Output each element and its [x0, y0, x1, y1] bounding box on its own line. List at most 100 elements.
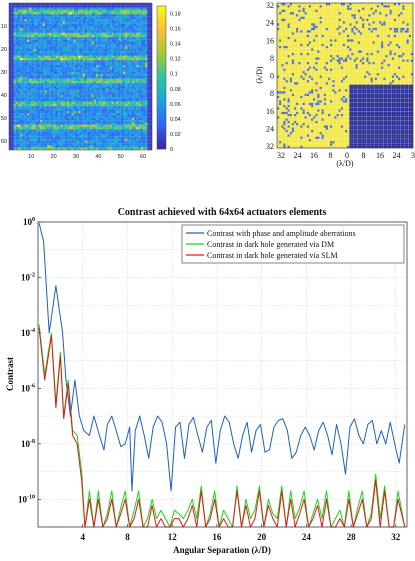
- heatmap-cell: [116, 131, 119, 134]
- heatmap-cell: [62, 7, 65, 10]
- dark-hole-cell: [389, 100, 392, 103]
- heatmap-cell: [53, 21, 56, 24]
- heatmap-cell: [26, 30, 30, 33]
- dark-hole-cell: [393, 104, 397, 108]
- heatmap-cell: [102, 46, 106, 49]
- heatmap-cell: [78, 5, 81, 8]
- heatmap-cell: [67, 133, 70, 137]
- heatmap-cell: [73, 71, 77, 75]
- heatmap-cell: [35, 74, 39, 77]
- heatmap-cell: [26, 104, 30, 107]
- map-cell: [300, 75, 303, 78]
- heatmap-cell: [89, 7, 92, 10]
- heatmap-cell: [31, 124, 34, 128]
- heatmap-cell: [134, 94, 137, 98]
- heatmap-cell: [136, 122, 139, 125]
- heatmap-cell: [78, 106, 81, 109]
- heatmap-cell: [120, 106, 123, 109]
- heatmap-cell: [35, 30, 39, 33]
- heatmap-cell: [17, 143, 21, 146]
- heatmap-cell: [15, 51, 18, 54]
- heatmap-cell: [105, 76, 108, 79]
- heatmap-cell: [91, 32, 94, 36]
- heatmap-cell: [11, 51, 14, 54]
- heatmap-cell: [26, 120, 30, 123]
- heatmap-cell: [89, 99, 92, 102]
- heatmap-cell: [131, 25, 135, 29]
- heatmap-cell: [102, 48, 106, 52]
- heatmap-cell: [118, 44, 121, 47]
- heatmap-cell: [58, 74, 61, 77]
- heatmap-cell: [118, 131, 121, 134]
- heatmap-cell: [134, 21, 137, 24]
- heatmap-cell: [53, 51, 56, 54]
- dark-hole-cell: [408, 107, 411, 110]
- heatmap-cell: [129, 99, 132, 102]
- heatmap-cell: [53, 108, 56, 112]
- heatmap-cell: [40, 90, 43, 93]
- heatmap-cell: [69, 28, 72, 31]
- heatmap-cell: [107, 60, 110, 63]
- heatmap-cell: [100, 136, 103, 139]
- heatmap-cell: [138, 127, 141, 130]
- heatmap-cell: [15, 65, 18, 68]
- heatmap-cell: [62, 138, 65, 141]
- heatmap-cell: [29, 117, 32, 121]
- heatmap-cell: [111, 101, 115, 105]
- map-cell: [336, 114, 339, 117]
- heatmap-cell: [136, 62, 139, 66]
- heatmap-cell: [134, 83, 137, 86]
- heatmap-cell: [35, 44, 39, 47]
- heatmap-cell: [33, 129, 36, 132]
- heatmap-cell: [129, 60, 132, 63]
- heatmap-cell: [111, 60, 115, 63]
- heatmap-cell: [31, 97, 34, 100]
- heatmap-cell: [31, 58, 34, 61]
- heatmap-cell: [136, 46, 139, 49]
- heatmap-cell: [73, 143, 77, 146]
- heatmap-cell: [143, 85, 146, 89]
- heatmap-cell: [49, 117, 52, 121]
- heatmap-cell: [29, 14, 32, 17]
- heatmap-cell: [136, 32, 139, 36]
- heatmap-cell: [111, 113, 115, 116]
- heatmap-cell: [96, 3, 99, 6]
- heatmap-cell: [116, 48, 119, 52]
- heatmap-cell: [60, 143, 63, 146]
- heatmap-cell: [87, 76, 90, 79]
- map-cell: [283, 18, 286, 22]
- heatmap-cell: [49, 138, 52, 141]
- dark-hole-cell: [379, 89, 382, 92]
- heatmap-cell: [51, 30, 54, 33]
- heatmap-cell: [51, 28, 54, 31]
- heatmap-cell: [42, 85, 45, 89]
- heatmap-cell: [22, 28, 25, 31]
- heatmap-cell: [20, 51, 23, 54]
- heatmap-cell: [51, 131, 54, 134]
- dark-hole-cell: [349, 91, 352, 94]
- heatmap-cell: [143, 60, 146, 63]
- heatmap-cell: [134, 129, 137, 132]
- heatmap-cell: [26, 81, 30, 84]
- heatmap-cell: [107, 87, 110, 91]
- heatmap-cell: [127, 83, 130, 86]
- heatmap-cell: [38, 14, 41, 17]
- dark-hole-cell: [383, 84, 386, 87]
- heatmap-cell: [84, 28, 88, 31]
- heatmap-cell: [116, 44, 119, 47]
- map-cell: [328, 114, 331, 117]
- heatmap-cell: [76, 32, 79, 36]
- heatmap-cell: [127, 143, 130, 146]
- heatmap-cell: [11, 129, 14, 132]
- heatmap-cell: [33, 25, 36, 29]
- heatmap-cell: [44, 16, 48, 20]
- heatmap-cell: [42, 5, 45, 8]
- heatmap-cell: [58, 81, 61, 84]
- colorbar: 00.020.040.060.080.10.120.140.160.18: [156, 5, 181, 153]
- heatmap-cell: [53, 60, 56, 63]
- heatmap-cell: [44, 35, 48, 38]
- heatmap-cell: [100, 25, 103, 29]
- heatmap-cell: [80, 90, 83, 93]
- heatmap-cell: [114, 55, 117, 59]
- map-cell: [340, 66, 343, 69]
